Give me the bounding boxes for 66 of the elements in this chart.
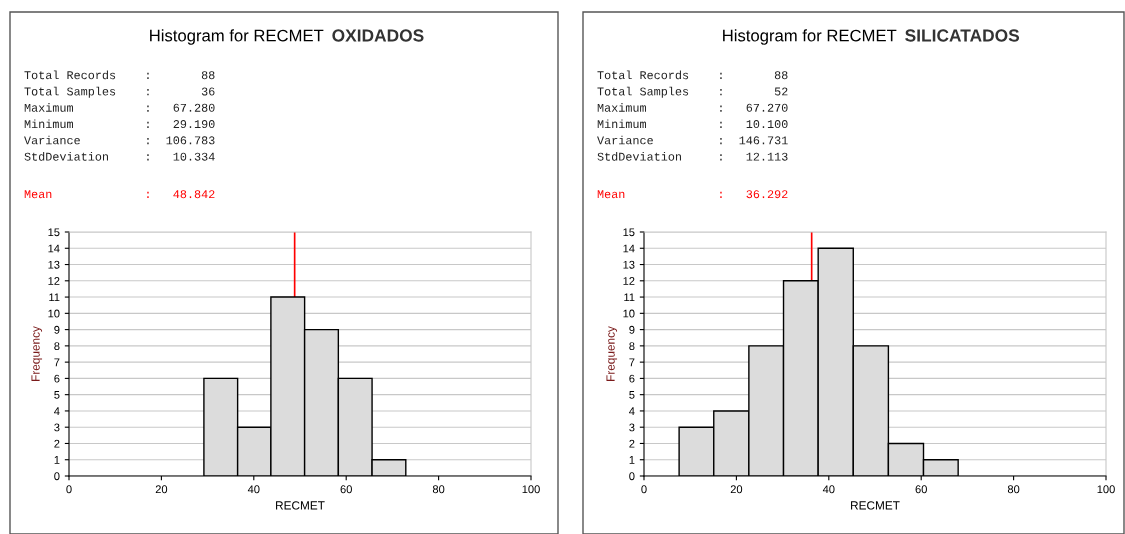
chart-subtitle: SILICATADOS: [905, 29, 1020, 42]
y-tick-label: 3: [54, 423, 60, 432]
text: Total Samples : 52: [597, 86, 788, 98]
y-tick-label: 10: [623, 309, 635, 318]
y-tick-label: 2: [629, 439, 635, 448]
text: StdDeviation : 12.113: [597, 152, 788, 161]
y-axis-title: Frequency: [606, 326, 618, 381]
y-tick-label: 3: [629, 423, 635, 432]
y-tick-label: 14: [623, 244, 635, 253]
x-axis-title: RECMET: [851, 501, 900, 510]
text: Maximum : 67.280: [24, 103, 215, 112]
chart-title: Histogram for RECMET: [150, 29, 324, 45]
y-tick-label: 9: [629, 325, 635, 334]
y-tick-label: 2: [54, 439, 60, 448]
y-tick-label: 13: [623, 260, 635, 269]
chart-title: Histogram for RECMET: [723, 29, 897, 45]
y-tick-label: 5: [629, 391, 635, 399]
text: Variance : 146.731: [597, 135, 788, 145]
y-tick-label: 0: [629, 472, 635, 481]
y-tick-label: 11: [624, 293, 635, 302]
x-tick-label: 20: [730, 485, 743, 494]
x-tick-label: 40: [247, 485, 260, 494]
y-tick-label: 8: [54, 342, 60, 350]
x-tick-label: 100: [522, 485, 540, 494]
text: Maximum : 67.270: [597, 103, 788, 112]
y-tick-label: 4: [629, 407, 635, 415]
x-tick-label: 60: [340, 485, 352, 494]
x-axis-title: RECMET: [276, 501, 325, 510]
x-tick-label: 0: [66, 485, 72, 494]
y-tick-label: 7: [629, 358, 635, 367]
y-tick-label: 1: [629, 456, 635, 464]
y-tick-label: 6: [629, 374, 635, 383]
ref-line-label: Mean : 36.292: [597, 190, 788, 199]
y-tick-label: 6: [54, 374, 60, 383]
y-tick-label: 1: [54, 456, 60, 464]
y-tick-label: 8: [629, 342, 635, 350]
y-tick-label: 14: [48, 244, 60, 253]
ref-line-label: Mean : 48.842: [24, 190, 215, 199]
y-tick-label: 9: [54, 325, 60, 334]
y-tick-label: 12: [48, 277, 60, 285]
text: StdDeviation : 10.334: [24, 152, 215, 161]
text: Total Samples : 36: [24, 86, 215, 98]
y-axis-title: Frequency: [31, 326, 43, 381]
x-tick-label: 60: [915, 485, 927, 494]
y-tick-label: 5: [54, 391, 60, 399]
y-tick-label: 4: [54, 407, 60, 415]
y-tick-label: 12: [623, 277, 635, 285]
y-tick-label: 11: [49, 293, 60, 302]
y-tick-label: 13: [48, 260, 60, 269]
text: Variance : 106.783: [24, 135, 215, 145]
y-tick-label: 15: [623, 228, 635, 237]
y-tick-label: 15: [48, 228, 60, 237]
text: Total Records : 88: [24, 70, 215, 80]
y-tick-label: 10: [48, 309, 60, 318]
text: Total Records : 88: [597, 70, 788, 80]
text: Minimum : 29.190: [24, 119, 215, 129]
x-tick-label: 20: [155, 485, 168, 494]
text: Minimum : 10.100: [597, 119, 788, 129]
x-tick-label: 0: [641, 485, 647, 494]
y-tick-label: 0: [54, 472, 60, 481]
x-tick-label: 40: [822, 485, 835, 494]
chart-subtitle: OXIDADOS: [332, 29, 424, 42]
x-tick-label: 80: [432, 485, 445, 494]
x-tick-label: 100: [1097, 485, 1115, 494]
y-tick-label: 7: [54, 358, 60, 367]
x-tick-label: 80: [1007, 485, 1020, 494]
